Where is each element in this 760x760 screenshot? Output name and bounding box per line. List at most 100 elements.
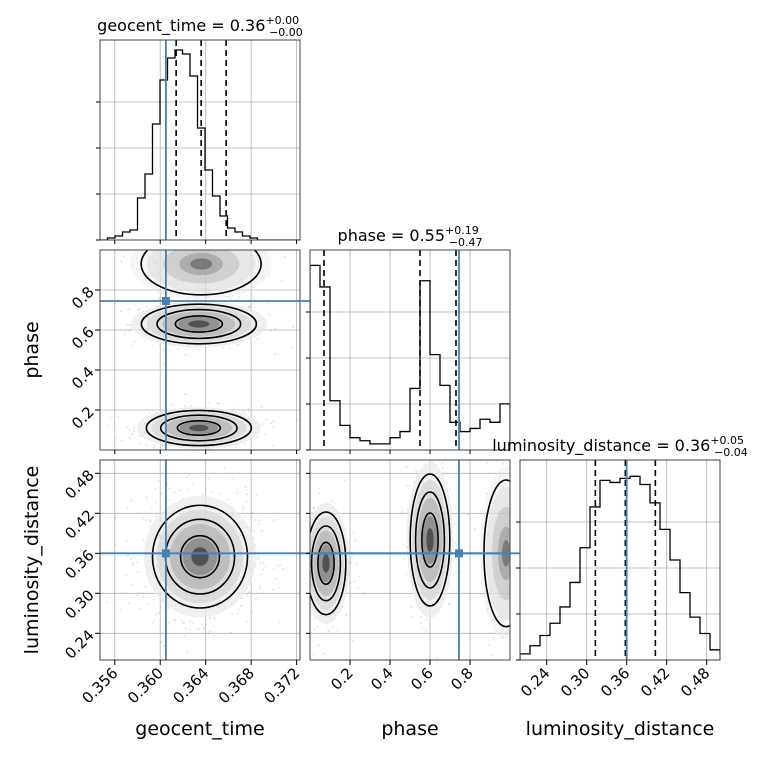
sample-point bbox=[486, 492, 488, 495]
sample-point bbox=[486, 461, 488, 464]
sample-point bbox=[202, 269, 205, 271]
sample-point bbox=[260, 405, 263, 408]
sample-point bbox=[487, 607, 489, 610]
sample-point bbox=[189, 270, 192, 273]
sample-point bbox=[255, 597, 257, 600]
sample-point bbox=[302, 454, 304, 456]
sample-point bbox=[505, 525, 508, 528]
sample-point bbox=[171, 403, 174, 406]
sample-point bbox=[217, 244, 219, 246]
sample-point bbox=[136, 570, 139, 573]
sample-point bbox=[144, 339, 147, 342]
sample-point bbox=[131, 563, 134, 565]
sample-point bbox=[264, 433, 266, 436]
sample-point bbox=[516, 506, 518, 508]
sample-point bbox=[433, 399, 435, 401]
sample-point bbox=[243, 443, 246, 445]
sample-point bbox=[184, 627, 187, 630]
sample-point bbox=[120, 260, 123, 263]
sample-point bbox=[437, 446, 439, 448]
sample-point bbox=[126, 507, 129, 510]
sample-point bbox=[226, 498, 229, 501]
sample-point bbox=[245, 500, 248, 503]
sample-point bbox=[486, 599, 489, 601]
sample-point bbox=[184, 635, 187, 637]
sample-point bbox=[168, 487, 171, 490]
sample-point bbox=[349, 561, 352, 563]
sample-point bbox=[286, 499, 288, 501]
sample-point bbox=[301, 541, 303, 543]
contour-line bbox=[151, 504, 249, 609]
sample-point bbox=[228, 295, 231, 298]
sample-point bbox=[355, 563, 358, 566]
sample-point bbox=[441, 462, 444, 465]
sample-point bbox=[154, 501, 157, 504]
sample-point bbox=[485, 549, 488, 552]
sample-point bbox=[154, 260, 157, 263]
sample-point bbox=[304, 591, 306, 593]
sample-point bbox=[537, 515, 539, 517]
sample-point bbox=[219, 278, 222, 281]
sample-point bbox=[500, 517, 502, 520]
sample-point bbox=[491, 588, 494, 590]
sample-point bbox=[405, 573, 408, 576]
sample-point bbox=[313, 617, 316, 620]
contour-line bbox=[310, 525, 342, 602]
sample-point bbox=[129, 557, 132, 560]
sample-point bbox=[507, 579, 509, 582]
sample-point bbox=[187, 263, 190, 266]
sample-point bbox=[405, 484, 408, 487]
sample-point bbox=[258, 519, 261, 522]
sample-point bbox=[129, 437, 131, 440]
sample-point bbox=[161, 444, 164, 447]
sample-point bbox=[208, 291, 211, 294]
sample-point bbox=[503, 546, 506, 549]
sample-point bbox=[403, 557, 406, 560]
sample-point bbox=[133, 556, 136, 559]
density-level bbox=[190, 258, 213, 270]
sample-point bbox=[277, 587, 280, 589]
sample-point bbox=[318, 492, 320, 495]
sample-point bbox=[168, 499, 171, 501]
sample-point bbox=[155, 613, 158, 616]
sample-point bbox=[163, 347, 165, 350]
sample-point bbox=[204, 623, 207, 626]
sample-point bbox=[176, 293, 179, 296]
sample-point bbox=[247, 305, 250, 308]
sample-point bbox=[272, 568, 275, 571]
sample-point bbox=[251, 286, 253, 289]
sample-point bbox=[480, 592, 483, 595]
sample-point bbox=[217, 450, 219, 452]
sample-point bbox=[223, 467, 226, 470]
sample-point bbox=[125, 574, 127, 576]
sample-point bbox=[257, 558, 260, 561]
sample-point bbox=[235, 267, 238, 269]
sample-point bbox=[516, 590, 518, 592]
sample-point bbox=[244, 412, 247, 415]
sample-point bbox=[126, 426, 128, 428]
sample-point bbox=[499, 537, 501, 539]
x-tick-label: 0.372 bbox=[260, 664, 303, 707]
sample-point bbox=[512, 546, 514, 548]
hist-panel-geocent-time: geocent_time = 0.36+0.00 −0.00 bbox=[96, 14, 303, 241]
sample-point bbox=[308, 550, 310, 552]
sample-point bbox=[128, 454, 130, 456]
sample-point bbox=[213, 617, 216, 620]
sample-point bbox=[241, 250, 244, 253]
sample-point bbox=[230, 230, 232, 232]
sample-point bbox=[515, 531, 517, 533]
y-tick-label: 0.8 bbox=[68, 283, 98, 313]
sample-point bbox=[504, 555, 507, 558]
sample-point bbox=[145, 496, 148, 499]
sample-point bbox=[189, 256, 192, 259]
sample-point bbox=[515, 477, 517, 479]
sample-point bbox=[201, 292, 203, 295]
sample-point bbox=[187, 353, 190, 356]
sample-point bbox=[253, 341, 256, 344]
sample-point bbox=[499, 596, 502, 599]
sample-point bbox=[120, 310, 122, 313]
sample-point bbox=[242, 506, 244, 508]
sample-point bbox=[135, 257, 138, 260]
sample-point bbox=[454, 556, 457, 559]
